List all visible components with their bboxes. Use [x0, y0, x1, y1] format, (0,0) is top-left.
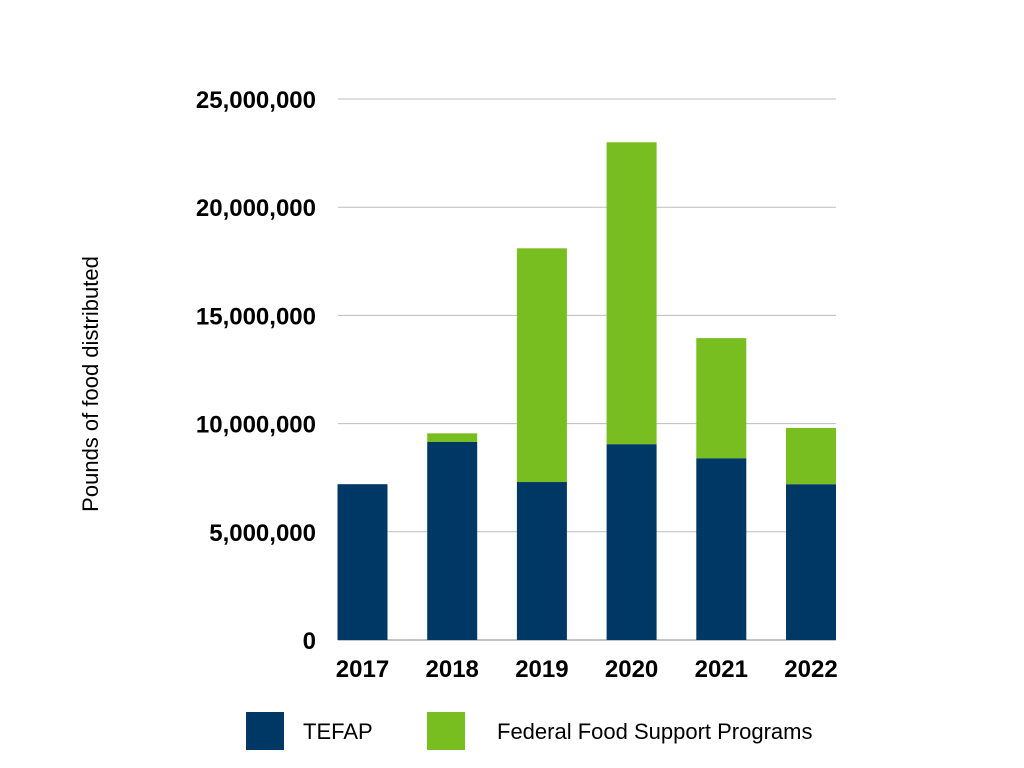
- x-tick-label: 2022: [784, 656, 837, 683]
- bars: [337, 142, 836, 640]
- legend-swatch-tefap: [246, 712, 284, 750]
- x-tick-label: 2020: [605, 656, 658, 683]
- bar-segment-tefap-2020: [606, 444, 657, 640]
- legend-swatch-federal: [427, 712, 465, 750]
- y-tick-label: 10,000,000: [196, 412, 316, 439]
- y-tick-label: 25,000,000: [196, 87, 316, 114]
- axis-labels: 0 5,000,000 10,000,000 15,000,000 20,000,000…: [196, 87, 838, 683]
- gridlines: [338, 98, 836, 641]
- x-tick-label: 2017: [336, 656, 389, 683]
- bar-segment-tefap-2022: [786, 484, 836, 640]
- y-tick-label: 0: [303, 628, 316, 655]
- x-tick-label: 2021: [695, 656, 748, 683]
- y-tick-label: 5,000,000: [209, 520, 316, 547]
- bar-segment-tefap-2019: [516, 482, 567, 640]
- bar-segment-federal-2019: [516, 248, 567, 483]
- legend-label-federal: Federal Food Support Programs: [497, 719, 813, 744]
- y-tick-label: 20,000,000: [196, 195, 316, 222]
- bar-segment-federal-2022: [786, 427, 836, 485]
- bar-segment-federal-2018: [427, 433, 478, 442]
- bar-segment-federal-2020: [606, 142, 657, 445]
- legend-label-tefap: TEFAP: [303, 719, 373, 744]
- bar-segment-federal-2021: [696, 338, 747, 459]
- x-tick-label: 2019: [515, 656, 568, 683]
- bar-segment-tefap-2017: [337, 484, 388, 640]
- y-tick-label: 15,000,000: [196, 303, 316, 330]
- y-axis-title: Pounds of food distributed: [78, 256, 103, 512]
- x-tick-label: 2018: [426, 656, 479, 683]
- bar-segment-tefap-2021: [696, 458, 747, 640]
- bar-segment-tefap-2018: [427, 441, 478, 640]
- legend: TEFAP Federal Food Support Programs: [246, 712, 813, 750]
